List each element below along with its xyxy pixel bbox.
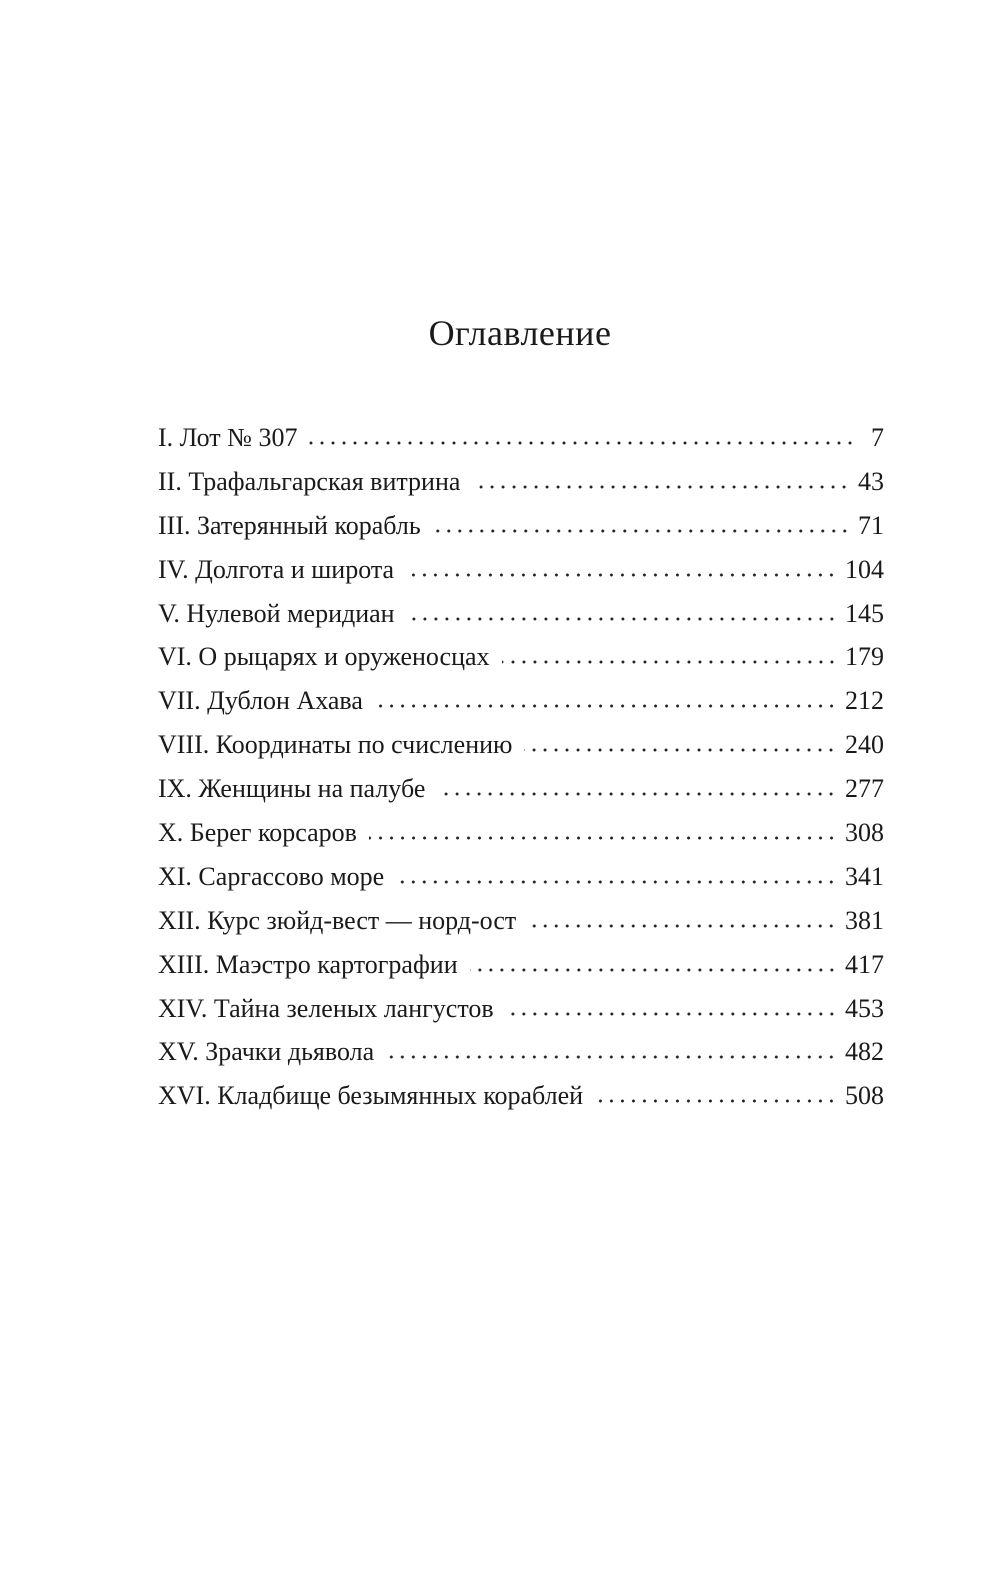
toc-entry-title: VI. О рыцарях и оруженосцах [158, 642, 490, 672]
dot-leader [528, 923, 837, 928]
dot-leader [524, 748, 837, 753]
dot-leader [309, 441, 856, 445]
dot-leader [396, 879, 837, 884]
toc-entry[interactable]: XIV. Тайна зеленых лангустов 453 [158, 991, 884, 1035]
toc-entry-title: XVI. Кладбище безымянных кораблей [158, 1081, 584, 1111]
toc-entry-page: 453 [845, 993, 884, 1023]
toc-entry-page: 240 [845, 730, 884, 760]
toc-entry[interactable]: VIII. Координаты по счислению 240 [158, 727, 884, 771]
dot-leader [406, 572, 837, 577]
dot-leader [501, 660, 837, 665]
toc-entry[interactable]: XII. Курс зюйд-вест — норд-ост 381 [158, 903, 884, 947]
toc-entry[interactable]: I. Лот № 307 7 [158, 420, 884, 464]
toc-entry[interactable]: XIII. Маэстро картографии 417 [158, 947, 884, 991]
toc-entry[interactable]: VI. О рыцарях и оруженосцах 179 [158, 639, 884, 683]
toc-entry-page: 145 [845, 598, 884, 628]
toc-entry-page: 508 [845, 1081, 884, 1111]
dot-leader [386, 1055, 837, 1060]
dot-leader [406, 616, 837, 621]
toc-entry-title: V. Нулевой меридиан [158, 598, 395, 628]
toc-entry-page: 179 [845, 642, 884, 672]
toc-entry-page: 308 [845, 818, 884, 848]
toc-entry-title: XIII. Маэстро картографии [158, 949, 458, 979]
toc-entry[interactable]: XI. Саргассово море 341 [158, 859, 884, 903]
toc-entry-title: VIII. Координаты по счислению [158, 730, 513, 760]
toc-entry-title: XII. Курс зюйд-вест — норд-ост [158, 905, 517, 935]
toc-entry-page: 212 [845, 686, 884, 716]
toc-entry-title: XIV. Тайна зеленых лангустов [158, 993, 494, 1023]
toc-entry-title: II. Трафальгарская витрина [158, 466, 461, 496]
toc-entry-title: VII. Дублон Ахава [158, 686, 363, 716]
toc-entry[interactable]: X. Берег корсаров 308 [158, 815, 884, 859]
toc-entry-title: IV. Долгота и широта [158, 554, 395, 584]
toc-entry[interactable]: VII. Дублон Ахава 212 [158, 683, 884, 727]
table-of-contents: I. Лот № 307 7 II. Трафальгарская витрина 4… [158, 420, 884, 1122]
toc-entry-page: 43 [858, 466, 884, 496]
dot-leader [472, 484, 850, 489]
toc-entry[interactable]: XVI. Кладбище безымянных кораблей 508 [158, 1078, 884, 1122]
toc-entry-title: IX. Женщины на палубе [158, 774, 426, 804]
toc-entry[interactable]: V. Нулевой меридиан 145 [158, 596, 884, 640]
dot-leader [368, 836, 837, 841]
toc-entry-page: 71 [858, 510, 884, 540]
toc-entry-page: 482 [845, 1037, 884, 1067]
toc-entry[interactable]: XV. Зрачки дьявола 482 [158, 1034, 884, 1078]
toc-entry-page: 277 [845, 774, 884, 804]
toc-entry-page: 381 [845, 905, 884, 935]
toc-entry-title: XI. Саргассово море [158, 861, 385, 891]
toc-entry-title: III. Затерянный корабль [158, 510, 421, 540]
toc-entry[interactable]: IX. Женщины на палубе 277 [158, 771, 884, 815]
toc-entry[interactable]: III. Затерянный корабль 71 [158, 508, 884, 552]
toc-entry-title: I. Лот № 307 [158, 423, 298, 452]
toc-entry-page: 341 [845, 861, 884, 891]
toc-entry-page: 104 [845, 554, 884, 584]
dot-leader [437, 792, 837, 797]
toc-entry-page: 7 [871, 423, 884, 452]
toc-entry[interactable]: II. Трафальгарская витрина 43 [158, 464, 884, 508]
toc-entry-title: XV. Зрачки дьявола [158, 1037, 375, 1067]
toc-entry-page: 417 [845, 949, 884, 979]
dot-leader [595, 1099, 837, 1104]
page-title: Оглавление [428, 313, 612, 353]
dot-leader [505, 1011, 837, 1016]
dot-leader [432, 528, 850, 533]
dot-leader [374, 704, 837, 709]
toc-entry-title: X. Берег корсаров [158, 818, 357, 848]
toc-entry[interactable]: IV. Долгота и широта 104 [158, 552, 884, 596]
dot-leader [469, 967, 837, 972]
